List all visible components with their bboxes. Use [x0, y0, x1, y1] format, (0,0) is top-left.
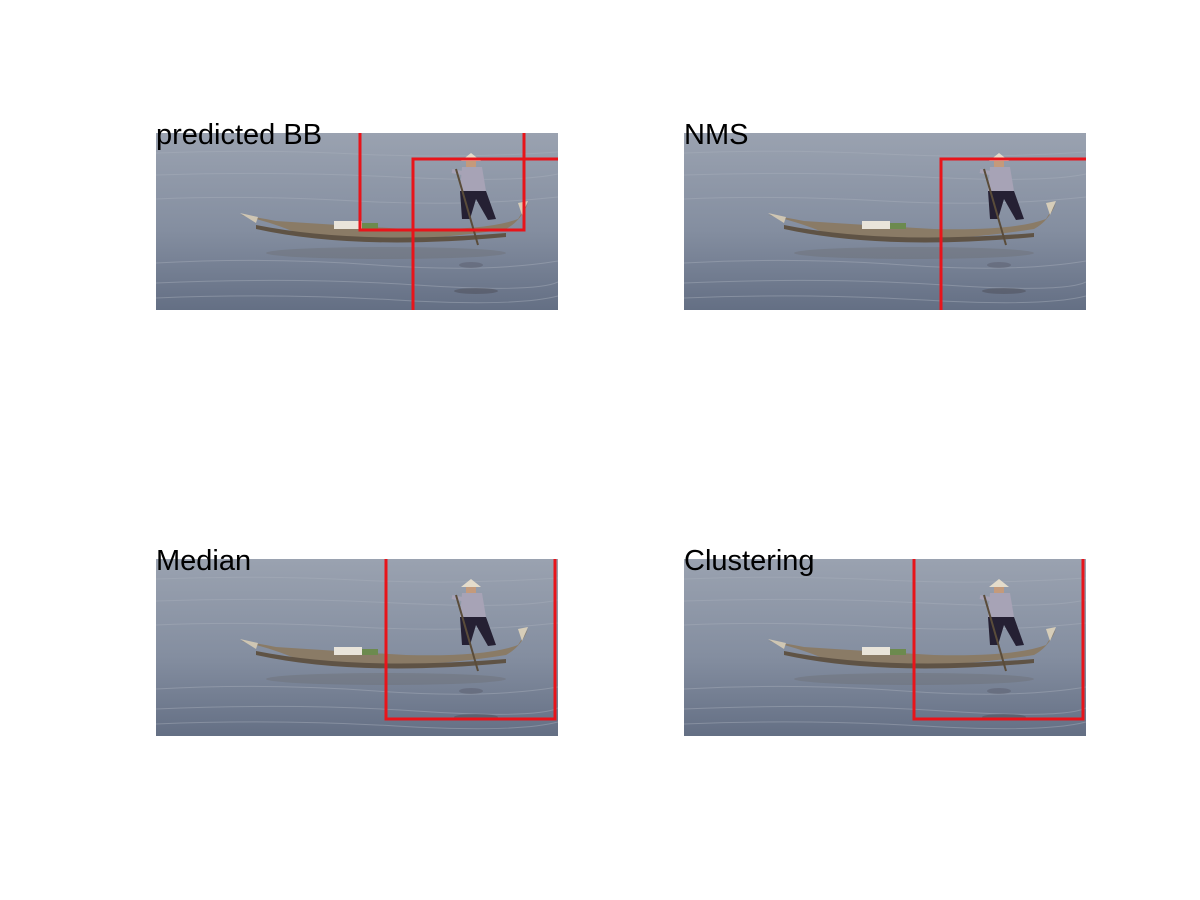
panel-clustering: Clustering [684, 547, 1086, 736]
panel-title: predicted BB [156, 119, 323, 151]
boat-photo [684, 559, 1086, 736]
boat-photo [156, 559, 558, 736]
panel-title: NMS [684, 119, 749, 151]
panel-title: Clustering [684, 545, 815, 577]
panel-predicted-bb: predicted BB [156, 121, 558, 310]
panel-median: Median [156, 547, 558, 736]
boat-photo [156, 133, 558, 310]
boat-photo [684, 133, 1086, 310]
panel-title: Median [156, 545, 252, 577]
panel-nms: NMS [684, 121, 1086, 310]
